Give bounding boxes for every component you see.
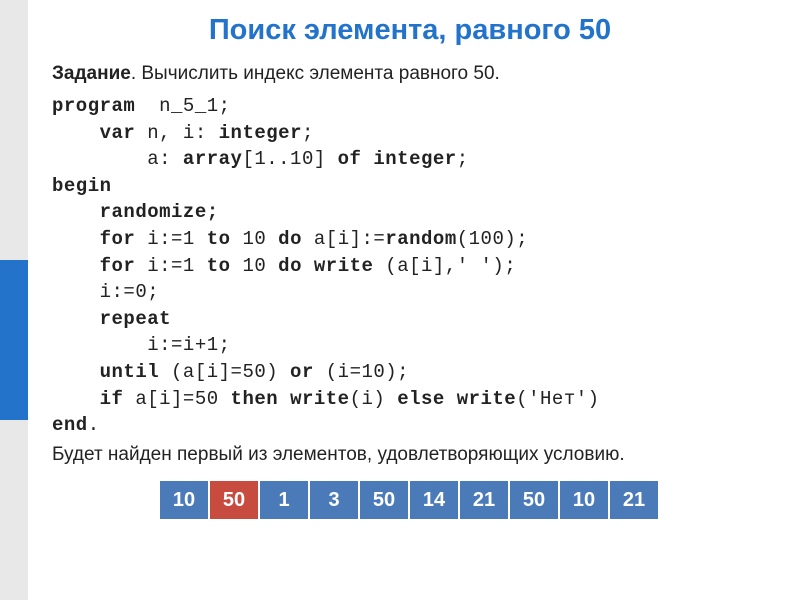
code-text: ('Нет') (516, 388, 599, 410)
kw-for: for (52, 255, 135, 277)
kw-else: else (397, 388, 445, 410)
kw-begin: begin (52, 175, 112, 197)
code-text (278, 388, 290, 410)
code-text: 10 (231, 255, 279, 277)
array-cell: 10 (560, 481, 608, 519)
code-text: i:=1 (135, 228, 206, 250)
kw-write: write (314, 255, 374, 277)
kw-integer: integer (219, 122, 302, 144)
code-text (361, 148, 373, 170)
kw-integer: integer (373, 148, 456, 170)
array-cell: 3 (310, 481, 358, 519)
kw-end: end (52, 414, 88, 436)
kw-if: if (52, 388, 123, 410)
code-text: a[i]:= (302, 228, 385, 250)
kw-randomize: randomize; (52, 201, 219, 223)
kw-repeat: repeat (52, 308, 171, 330)
kw-for: for (52, 228, 135, 250)
array-cell: 14 (410, 481, 458, 519)
code-text: (a[i]=50) (159, 361, 290, 383)
kw-program: program (52, 95, 135, 117)
code-block: program n_5_1; var n, i: integer; a: arr… (40, 93, 780, 439)
kw-then: then (231, 388, 279, 410)
code-text: (a[i],' '); (373, 255, 516, 277)
code-text: n_5_1; (135, 95, 230, 117)
code-text: n, i: (135, 122, 218, 144)
task-line: Задание. Вычислить индекс элемента равно… (40, 63, 780, 85)
sidebar-blue (0, 260, 28, 420)
array-cell: 1 (260, 481, 308, 519)
array-cell: 50 (360, 481, 408, 519)
code-text: ; (457, 148, 469, 170)
code-text: [1..10] (242, 148, 337, 170)
array-cell: 21 (460, 481, 508, 519)
code-text: (i) (350, 388, 398, 410)
code-text: . (88, 414, 100, 436)
sidebar (0, 0, 28, 600)
note-text: Будет найден первый из элементов, удовле… (40, 443, 780, 468)
code-text: 10 (231, 228, 279, 250)
code-text: a[i]=50 (123, 388, 230, 410)
task-text: . Вычислить индекс элемента равного 50. (131, 63, 500, 84)
array-cell: 50 (510, 481, 558, 519)
array-cell: 50 (210, 481, 258, 519)
code-text: i:=1 (135, 255, 206, 277)
page-title: Поиск элемента, равного 50 (40, 14, 780, 47)
kw-write: write (290, 388, 350, 410)
kw-do: do (278, 255, 302, 277)
kw-to: to (207, 255, 231, 277)
array-cell: 21 (610, 481, 658, 519)
kw-var: var (52, 122, 135, 144)
kw-array: array (183, 148, 243, 170)
task-label: Задание (52, 63, 131, 84)
code-text (302, 255, 314, 277)
array-cell: 10 (160, 481, 208, 519)
array-row: 10 50 1 3 50 14 21 50 10 21 (160, 481, 780, 519)
code-text: i:=i+1; (52, 334, 231, 356)
kw-until: until (52, 361, 159, 383)
code-text: i:=0; (52, 281, 159, 303)
kw-random: random (385, 228, 456, 250)
code-text: ; (302, 122, 314, 144)
kw-do: do (278, 228, 302, 250)
kw-or: or (290, 361, 314, 383)
code-text: (i=10); (314, 361, 409, 383)
slide-content: Поиск элемента, равного 50 Задание. Вычи… (40, 14, 780, 519)
kw-write: write (457, 388, 517, 410)
code-text: a: (52, 148, 183, 170)
code-text: (100); (457, 228, 528, 250)
kw-of: of (338, 148, 362, 170)
code-text (445, 388, 457, 410)
kw-to: to (207, 228, 231, 250)
